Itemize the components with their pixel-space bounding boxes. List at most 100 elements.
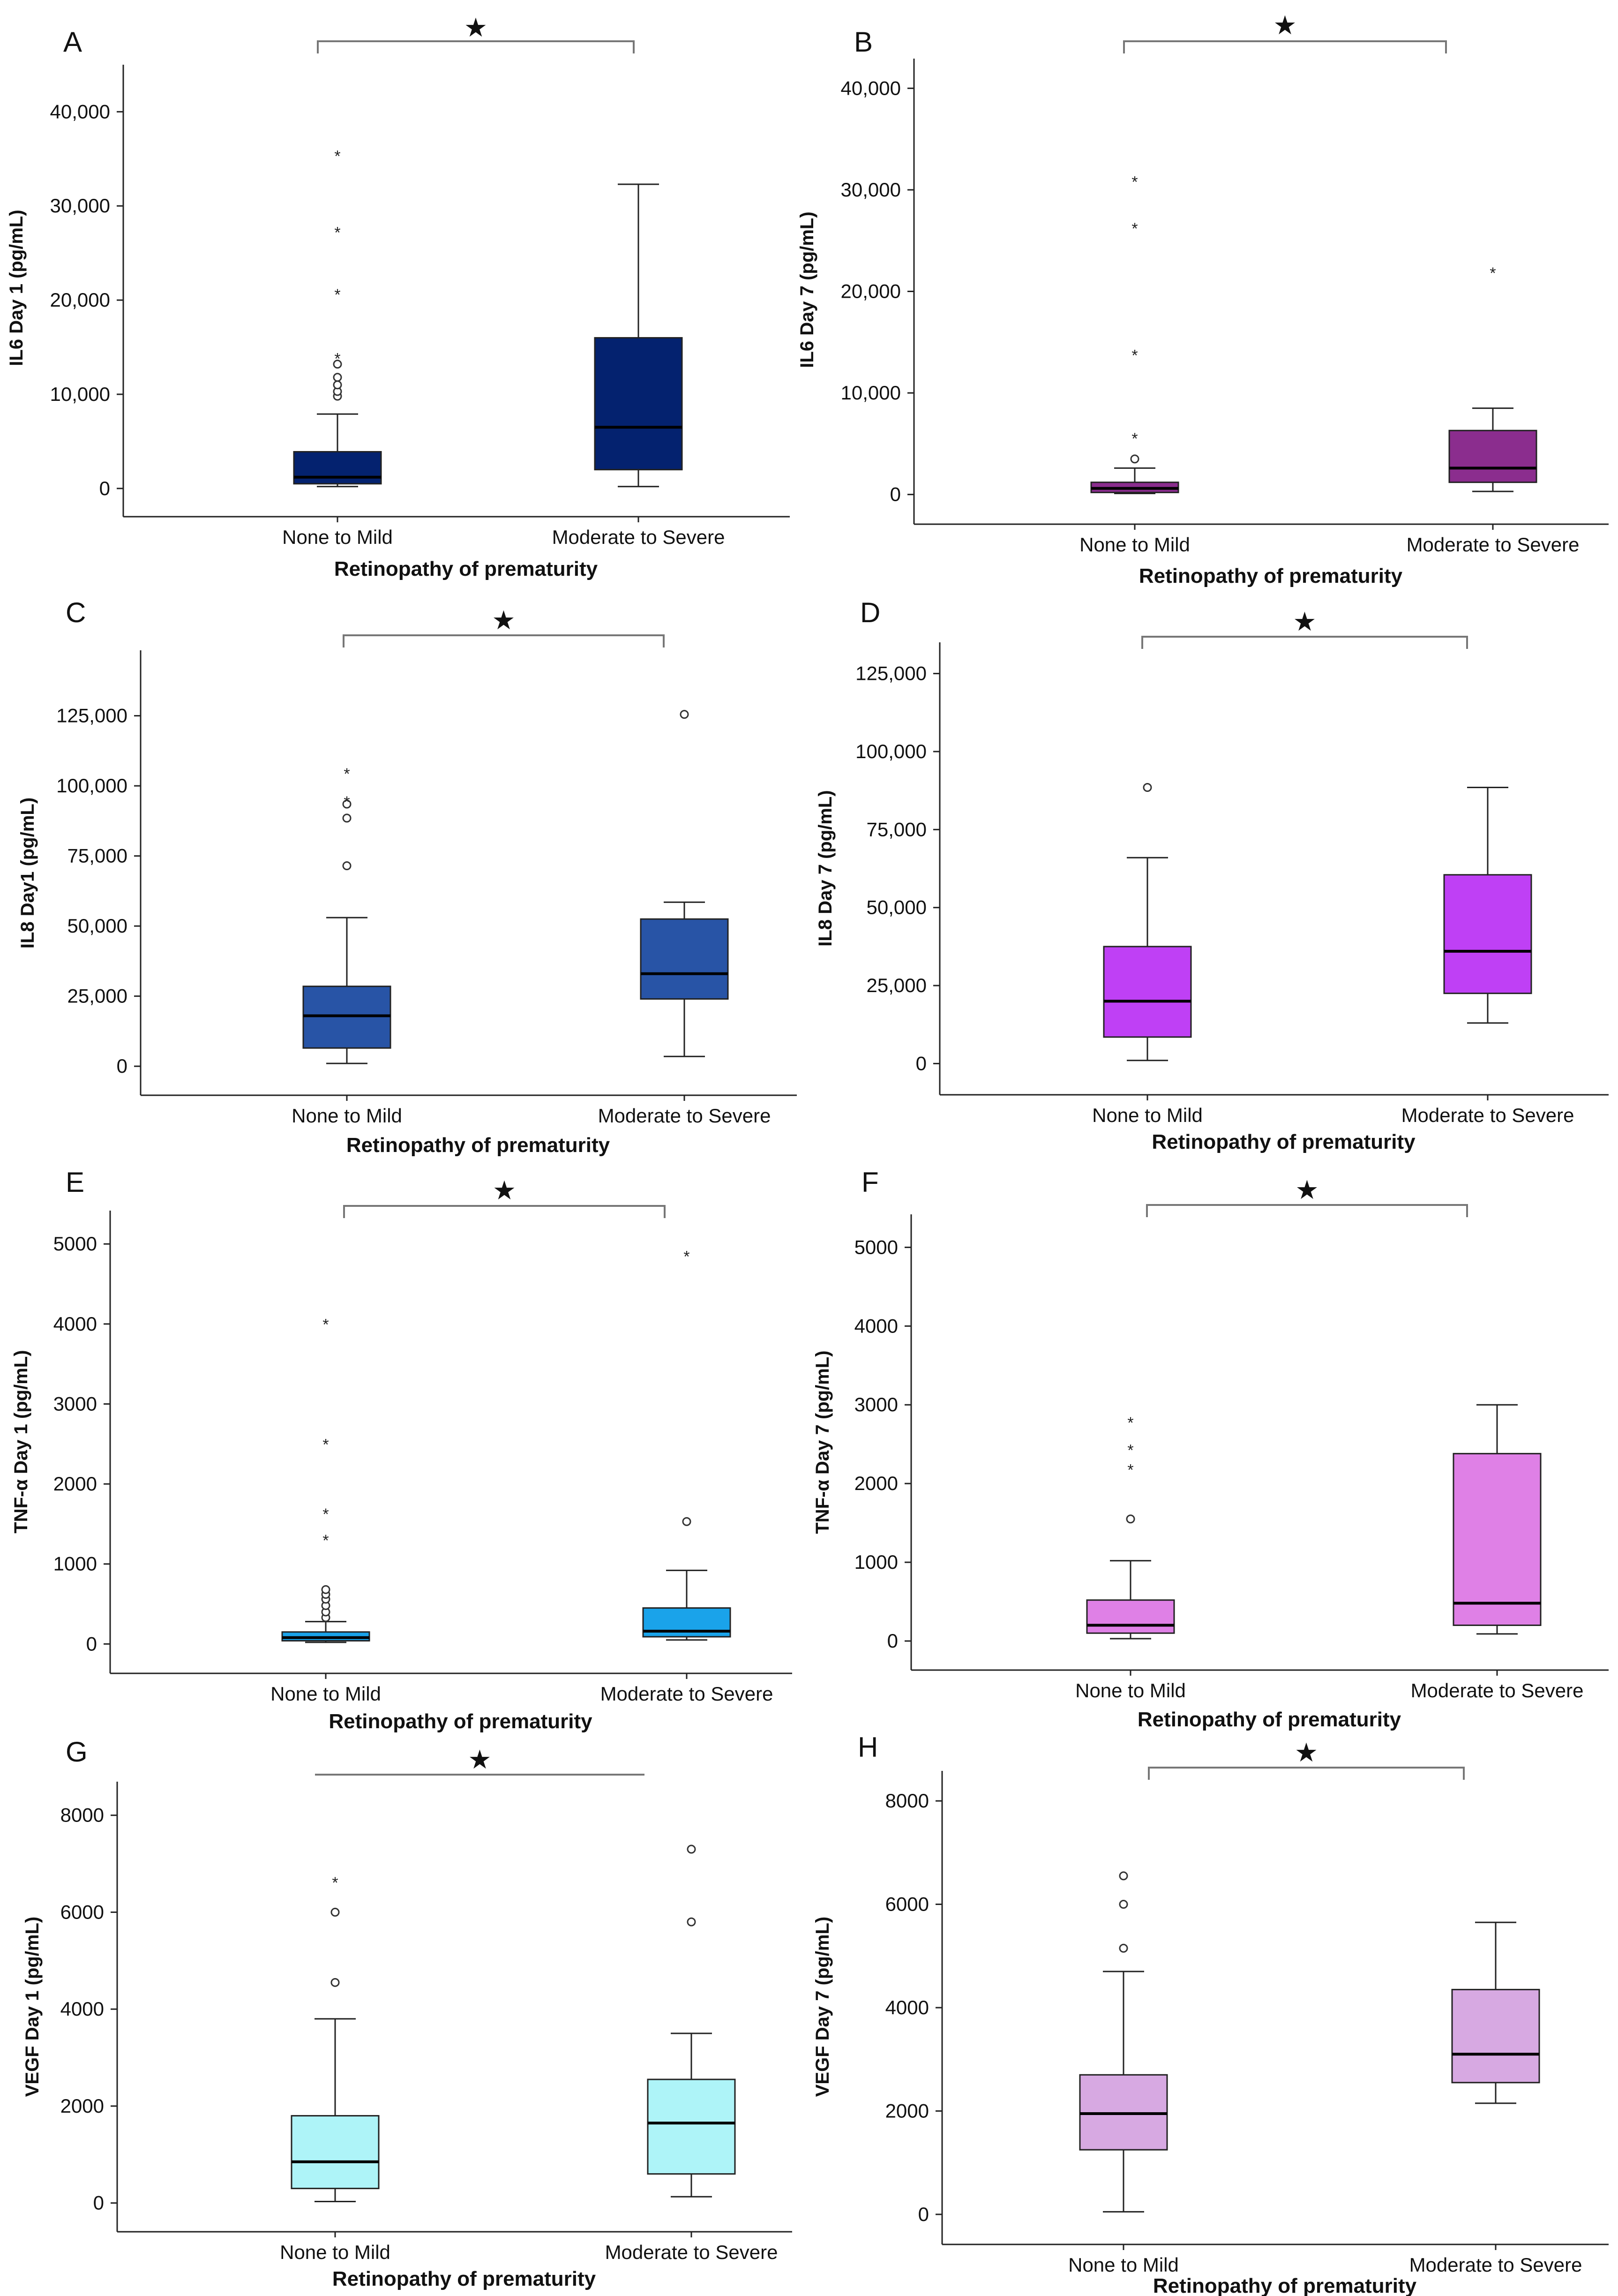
x-tick-label: None to Mild <box>1075 1679 1186 1701</box>
box-group: * * * * <box>1090 173 1179 495</box>
y-tick-label: 5000 <box>854 1236 898 1258</box>
box-group <box>640 710 729 1057</box>
y-tick-label: 8000 <box>60 1804 104 1826</box>
x-tick-label: Moderate to Severe <box>1401 1104 1574 1126</box>
box-group: * * * * <box>281 1316 370 1643</box>
y-axis-title: VEGF Day 1 (pg/mL) <box>22 1917 43 2097</box>
extreme-point: * <box>322 1506 329 1523</box>
outlier-point <box>687 1917 696 1927</box>
y-tick-label: 6000 <box>60 1901 104 1923</box>
x-tick-label: None to Mild <box>282 526 393 548</box>
extreme-point: * <box>1131 430 1138 448</box>
x-axis-title: Retinopathy of prematurity <box>1138 1708 1401 1731</box>
significance-star: ★ <box>468 1745 491 1774</box>
outlier-point <box>342 861 352 871</box>
y-axis-title: IL6 Day 7 (pg/mL) <box>797 211 817 368</box>
iqr-box <box>647 2078 736 2175</box>
significance-star: ★ <box>493 1175 516 1205</box>
extreme-point: * <box>683 1248 689 1265</box>
panel-c: C 0 25,000 50,000 75,000 100,000 125,000 IL8 Da… <box>17 597 797 1157</box>
y-axis-title: TNF-α Day 1 (pg/mL) <box>11 1350 31 1533</box>
box-group <box>1451 1921 1540 2104</box>
iqr-box <box>293 451 382 485</box>
box-group <box>1453 1404 1542 1635</box>
iqr-box <box>1453 1453 1542 1626</box>
panel-letter: B <box>854 26 873 58</box>
panel-letter: A <box>63 26 82 58</box>
y-tick-label: 0 <box>916 1052 927 1074</box>
y-tick-label: 20,000 <box>841 280 901 302</box>
x-axis-title: Retinopathy of prematurity <box>332 2267 596 2290</box>
extreme-point: * <box>322 1316 329 1333</box>
significance-bracket <box>1146 1204 1468 1217</box>
extreme-point: * <box>344 793 350 811</box>
x-tick-label: None to Mild <box>280 2241 390 2263</box>
box-group: * <box>642 1248 731 1641</box>
iqr-box <box>594 337 683 471</box>
iqr-box <box>291 2115 380 2190</box>
outlier-point <box>1119 1900 1128 1909</box>
y-tick-label: 0 <box>918 2203 929 2225</box>
y-tick-label: 2000 <box>60 2095 104 2117</box>
x-tick-label: Moderate to Severe <box>1407 534 1580 556</box>
y-tick-label: 10,000 <box>50 383 110 405</box>
y-tick-label: 2000 <box>854 1472 898 1494</box>
x-tick-label: None to Mild <box>1079 534 1190 556</box>
significance-star: ★ <box>1293 607 1316 636</box>
y-tick-label: 0 <box>890 483 901 505</box>
x-tick-label: None to Mild <box>1068 2254 1179 2276</box>
x-tick-label: Moderate to Severe <box>552 526 725 548</box>
x-axis-title: Retinopathy of prematurity <box>1139 565 1403 587</box>
y-tick-label: 40,000 <box>841 77 901 99</box>
x-tick-label: None to Mild <box>292 1105 402 1127</box>
iqr-box <box>1103 946 1192 1038</box>
y-tick-label: 3000 <box>854 1393 898 1415</box>
x-tick-label: Moderate to Severe <box>1411 1679 1584 1701</box>
extreme-point: * <box>322 1436 329 1453</box>
extreme-point: * <box>1127 1442 1133 1460</box>
extreme-point: * <box>332 1874 338 1892</box>
y-tick-label: 125,000 <box>56 705 127 727</box>
box-group: * <box>291 1874 380 2203</box>
panel-e: E 0 1000 2000 3000 4000 5000 TNF-α Day 1 (pg/mL… <box>11 1167 792 1733</box>
y-axis-title: VEGF Day 7 (pg/mL) <box>812 1917 833 2097</box>
y-tick-label: 75,000 <box>867 818 927 840</box>
significance-star: ★ <box>492 605 515 635</box>
panel-h: H 0 2000 4000 6000 8000 VEGF Day 7 (pg/mL) None… <box>812 1731 1609 2296</box>
y-tick-label: 4000 <box>885 1996 929 2018</box>
box-group: *** <box>1086 1414 1175 1640</box>
y-axis-title: IL8 Day1 (pg/mL) <box>17 798 38 949</box>
y-tick-label: 2000 <box>53 1473 97 1495</box>
panel-a: A 0 10,000 20,000 30,000 40,000 IL6 Day 1 (pg/… <box>6 13 790 580</box>
iqr-box <box>1443 874 1532 994</box>
y-tick-label: 0 <box>93 2192 104 2214</box>
extreme-point: * <box>1131 173 1138 191</box>
significance-star: ★ <box>1295 1738 1318 1767</box>
extreme-point: * <box>1127 1461 1133 1479</box>
x-tick-label: Moderate to Severe <box>605 2241 778 2263</box>
significance-bracket <box>317 40 635 53</box>
x-tick-label: Moderate to Severe <box>1409 2254 1582 2276</box>
y-tick-label: 100,000 <box>855 740 927 762</box>
outlier-point <box>1130 454 1139 464</box>
y-tick-label: 6000 <box>885 1893 929 1915</box>
y-tick-label: 50,000 <box>67 915 127 937</box>
y-tick-label: 75,000 <box>67 845 127 867</box>
iqr-box <box>640 918 729 1000</box>
box-group <box>1443 786 1532 1024</box>
extreme-point: * <box>1490 264 1496 282</box>
y-tick-label: 4000 <box>854 1315 898 1337</box>
outlier-point <box>687 1844 696 1854</box>
panel-d: D 0 25,000 50,000 75,000 100,000 125,000 IL8 Da… <box>815 597 1609 1153</box>
y-axis-title: IL6 Day 1 (pg/mL) <box>6 210 27 366</box>
iqr-box <box>1451 1988 1540 2084</box>
y-tick-label: 30,000 <box>841 179 901 201</box>
y-tick-label: 100,000 <box>56 775 127 797</box>
panel-letter: G <box>66 1736 88 1768</box>
outlier-point <box>330 1907 340 1917</box>
extreme-point: * <box>334 350 340 368</box>
outlier-point <box>333 360 342 369</box>
outlier-point <box>333 373 342 382</box>
extreme-point: * <box>334 148 340 166</box>
